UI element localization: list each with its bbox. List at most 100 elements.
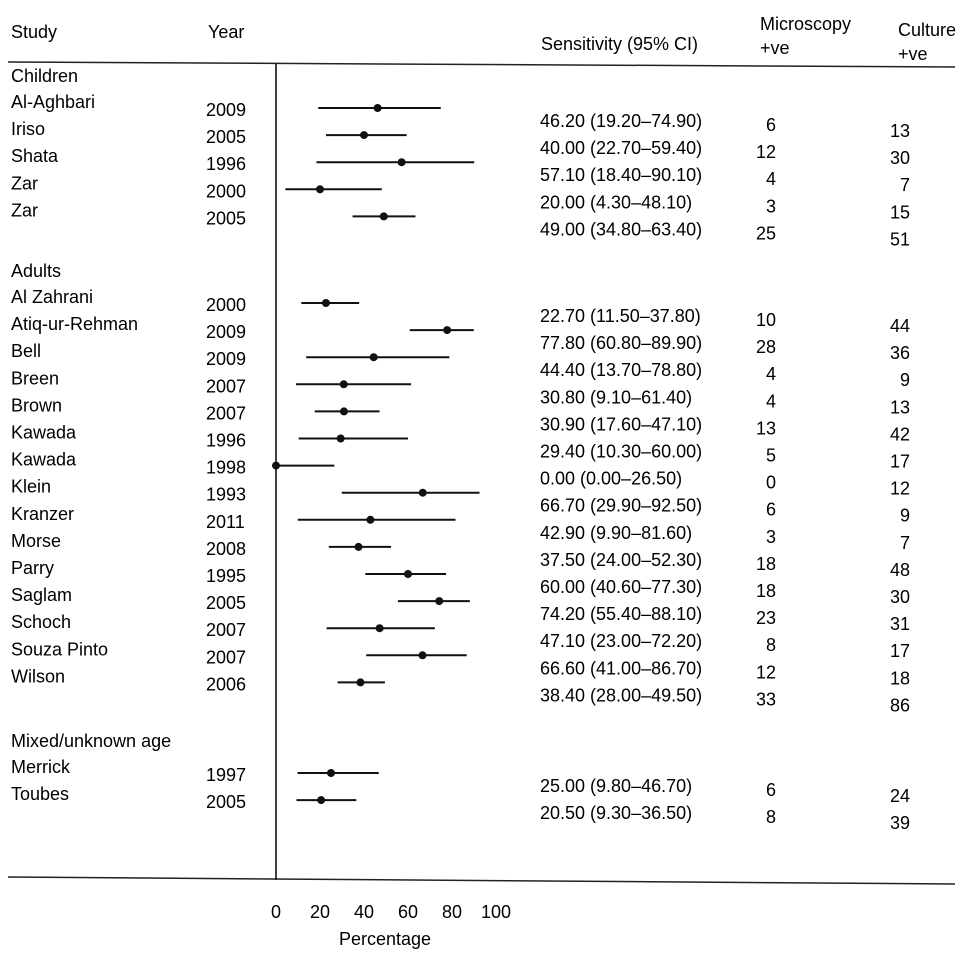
sensitivity-ci: 22.70 (11.50–37.80) — [540, 306, 701, 326]
microscopy-count: 6 — [766, 500, 776, 520]
x-axis-title: Percentage — [339, 929, 431, 949]
study-name: Souza Pinto — [11, 639, 108, 659]
culture-count: 13 — [890, 121, 910, 141]
study-year: 2009 — [206, 349, 246, 369]
sensitivity-ci: 49.00 (34.80–63.40) — [540, 219, 702, 239]
microscopy-count: 12 — [756, 142, 776, 162]
sensitivity-ci: 30.90 (17.60–47.10) — [540, 414, 702, 434]
point-estimate — [375, 624, 384, 633]
study-name: Zar — [11, 200, 38, 220]
x-tick-label: 60 — [398, 902, 418, 922]
culture-count: 13 — [890, 397, 910, 417]
study-year: 2009 — [206, 322, 246, 342]
microscopy-count: 5 — [766, 446, 776, 466]
microscopy-count: 6 — [766, 780, 776, 800]
point-estimate — [418, 651, 427, 660]
study-name: Al Zahrani — [11, 287, 93, 307]
point-estimate — [356, 678, 365, 687]
culture-count: 86 — [890, 695, 910, 715]
microscopy-count: 23 — [756, 608, 776, 628]
point-estimate — [327, 769, 335, 777]
sensitivity-ci: 66.60 (41.00–86.70) — [540, 658, 702, 678]
study-year: 2005 — [206, 593, 246, 613]
point-estimate — [321, 299, 330, 307]
microscopy-count: 3 — [766, 527, 776, 547]
microscopy-count: 33 — [756, 689, 776, 709]
point-estimate — [418, 488, 427, 497]
sensitivity-ci: 30.80 (9.10–61.40) — [540, 387, 692, 407]
study-name: Kawada — [11, 450, 77, 470]
header-sensitivity: Sensitivity (95% CI) — [541, 34, 698, 54]
study-name: Wilson — [11, 666, 65, 686]
sensitivity-ci: 42.90 (9.90–81.60) — [540, 523, 692, 543]
group-label: Adults — [11, 261, 61, 281]
study-year: 1996 — [206, 431, 246, 451]
study-name: Atiq-ur-Rehman — [11, 314, 138, 334]
study-name: Iriso — [11, 119, 45, 139]
sensitivity-ci: 38.40 (28.00–49.50) — [540, 685, 702, 705]
study-name: Toubes — [11, 784, 69, 804]
study-name: Kawada — [11, 423, 77, 443]
study-year: 2006 — [206, 674, 246, 694]
culture-count: 7 — [900, 533, 910, 553]
culture-count: 17 — [890, 452, 910, 472]
study-year: 2000 — [206, 295, 246, 315]
culture-count: 30 — [890, 148, 910, 168]
sensitivity-ci: 46.20 (19.20–74.90) — [540, 111, 702, 131]
microscopy-count: 28 — [756, 337, 776, 357]
point-estimate — [379, 212, 388, 221]
study-year: 1993 — [206, 485, 246, 505]
study-year: 2009 — [206, 100, 246, 120]
study-year: 1996 — [206, 154, 246, 174]
culture-count: 42 — [890, 424, 910, 444]
study-year: 2005 — [206, 208, 246, 228]
microscopy-count: 18 — [756, 554, 776, 574]
culture-count: 30 — [890, 587, 910, 607]
culture-count: 31 — [890, 614, 910, 634]
culture-count: 12 — [890, 479, 910, 499]
culture-count: 36 — [890, 343, 910, 363]
microscopy-count: 13 — [756, 418, 776, 438]
study-name: Schoch — [11, 612, 71, 632]
study-year: 2005 — [206, 127, 246, 147]
culture-count: 15 — [890, 202, 910, 222]
bottom-rule — [7, 876, 956, 885]
header-microscopy-line2: +ve — [760, 38, 790, 58]
study-year: 2007 — [206, 647, 246, 667]
microscopy-count: 6 — [766, 115, 776, 135]
x-tick-label: 100 — [481, 902, 511, 922]
sensitivity-ci: 29.40 (10.30–60.00) — [540, 442, 702, 462]
header-culture-line2: +ve — [898, 44, 928, 64]
culture-count: 48 — [890, 560, 910, 580]
microscopy-count: 4 — [766, 364, 776, 384]
study-year: 2007 — [206, 376, 246, 396]
microscopy-count: 4 — [766, 391, 776, 411]
culture-count: 51 — [890, 229, 910, 249]
point-estimate — [397, 158, 406, 167]
plot-rows: Children Al-Aghbari 2009 46.20 (19.20–74.90… — [11, 66, 910, 833]
culture-count: 9 — [900, 370, 910, 390]
study-year: 2007 — [206, 620, 246, 640]
study-name: Klein — [11, 477, 51, 497]
study-year: 2005 — [206, 792, 246, 812]
x-tick-label: 40 — [354, 902, 374, 922]
point-estimate — [317, 796, 326, 805]
study-name: Morse — [11, 531, 61, 551]
header-microscopy-line1: Microscopy — [760, 14, 851, 34]
study-year: 2007 — [206, 403, 246, 423]
study-name: Al-Aghbari — [11, 92, 95, 112]
point-estimate — [336, 434, 345, 443]
sensitivity-ci: 40.00 (22.70–59.40) — [540, 138, 702, 158]
study-year: 2011 — [206, 512, 245, 532]
culture-count: 39 — [890, 813, 910, 833]
sensitivity-ci: 44.40 (13.70–78.80) — [540, 360, 702, 380]
study-name: Parry — [11, 558, 54, 578]
point-estimate — [354, 542, 363, 551]
sensitivity-ci: 37.50 (24.00–52.30) — [540, 550, 702, 570]
microscopy-count: 25 — [756, 223, 776, 243]
microscopy-count: 0 — [766, 473, 776, 493]
x-tick-label: 80 — [442, 902, 462, 922]
microscopy-count: 4 — [766, 169, 776, 189]
group-label: Children — [11, 66, 78, 86]
